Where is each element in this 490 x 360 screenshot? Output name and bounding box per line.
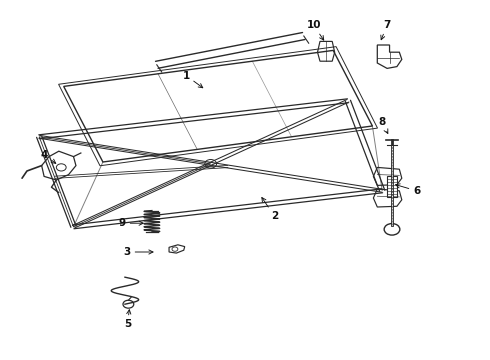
Text: 7: 7 [381, 20, 391, 40]
Text: 4: 4 [40, 150, 56, 163]
Text: 6: 6 [395, 184, 420, 196]
Text: 8: 8 [379, 117, 388, 134]
FancyBboxPatch shape [387, 176, 397, 197]
Text: 2: 2 [262, 198, 278, 221]
Text: 10: 10 [306, 20, 324, 40]
Text: 1: 1 [183, 71, 203, 88]
Text: 3: 3 [124, 247, 153, 257]
Text: 9: 9 [119, 218, 143, 228]
Text: 5: 5 [124, 310, 131, 329]
